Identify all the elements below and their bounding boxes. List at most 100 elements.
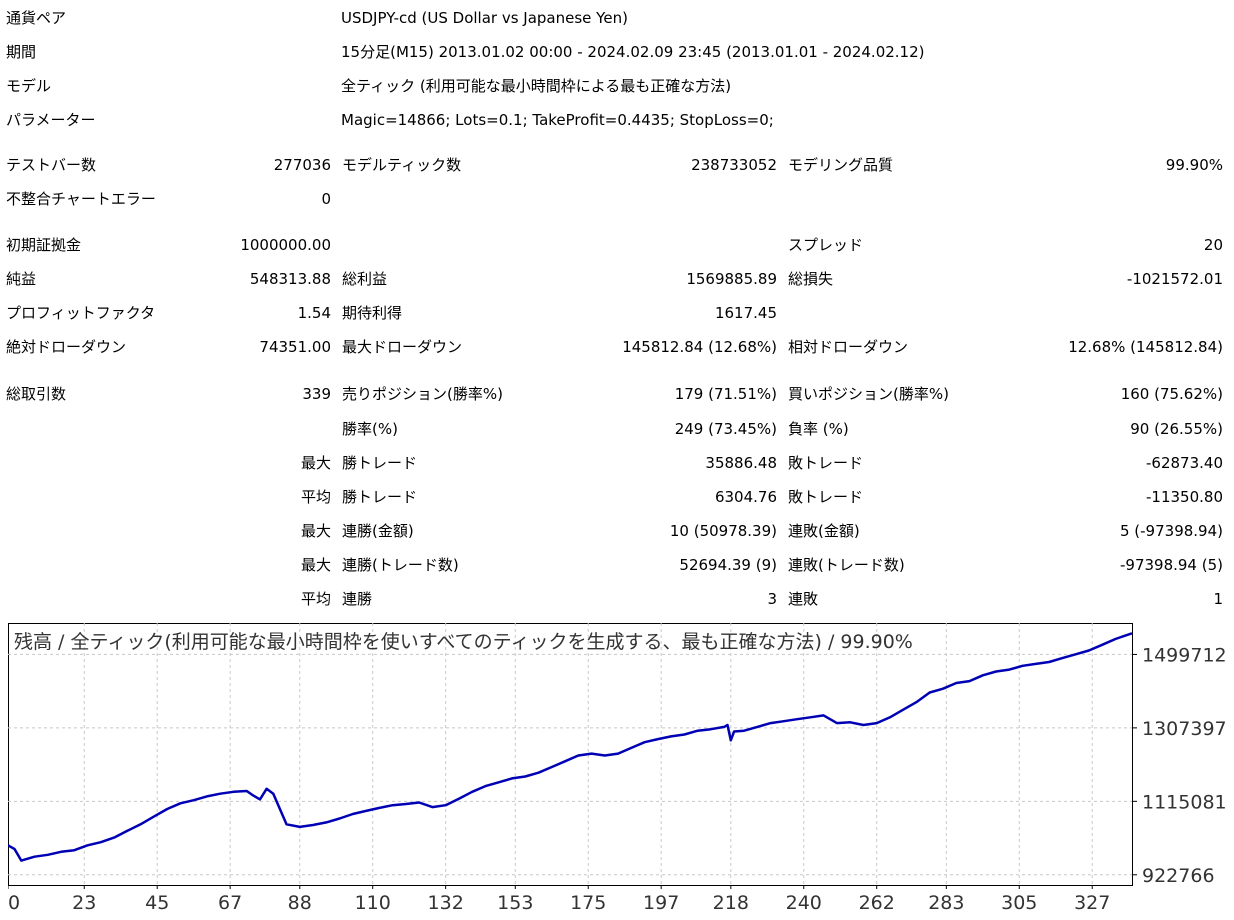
stat-label: 絶対ドローダウン: [6, 338, 127, 356]
balance-line: [7, 632, 1133, 862]
stat-label-3: 敗トレード: [788, 454, 864, 472]
stat-value-2: 35886.48: [705, 454, 777, 472]
balance-chart: 残高 / 全ティック(利用可能な最小時間枠を使いすべてのティックを生成する、最も…: [7, 623, 1234, 916]
stat-label-3: 連敗(金額): [788, 522, 860, 540]
stat-value-2: 249 (73.45%): [674, 420, 777, 438]
backtest-report: 通貨ペア USDJPY-cd (US Dollar vs Japanese Yen…: [6, 9, 1223, 608]
x-tick-label: 0: [8, 892, 20, 914]
plot-area: [8, 623, 1133, 886]
stat-label-2: 勝率(%): [342, 420, 398, 438]
y-tick-label: 922766: [1142, 865, 1215, 887]
x-tick-label: 23: [72, 892, 96, 914]
stat-label: プロフィットファクタ: [6, 304, 156, 322]
stat-value-2: 10 (50978.39): [669, 522, 777, 540]
stat-value: 最大: [300, 556, 331, 574]
info-label: パラメーター: [6, 111, 96, 129]
x-tick-label: 175: [570, 892, 606, 914]
stat-label: 不整合チャートエラー: [6, 190, 156, 208]
stat-label: 総取引数: [6, 385, 67, 403]
stat-value: 最大: [300, 454, 331, 472]
x-tick-label: 67: [218, 892, 242, 914]
balance-chart-svg: 残高 / 全ティック(利用可能な最小時間枠を使いすべてのティックを生成する、最も…: [7, 623, 1227, 914]
stat-value-2: 1569885.89: [686, 270, 777, 288]
stat-value-3: 5 (-97398.94): [1119, 522, 1223, 540]
stat-value-2: 145812.84 (12.68%): [622, 338, 777, 356]
axis-ticks: 0 23 45 67 88 110 132 153 175 197 218 240 262 283 305 3…: [7, 644, 1227, 914]
stat-value: 最大: [300, 522, 331, 540]
x-tick-label: 327: [1074, 892, 1110, 914]
stat-value: 339: [302, 385, 331, 403]
stat-value: 277036: [273, 156, 331, 174]
chart-title: 残高 / 全ティック(利用可能な最小時間枠を使いすべてのティックを生成する、最も…: [14, 631, 913, 653]
info-label: 通貨ペア: [6, 9, 67, 27]
stat-value-3: 20: [1203, 236, 1223, 254]
stat-label: 純益: [6, 270, 37, 288]
x-tick-label: 262: [859, 892, 895, 914]
stat-value-3: -1021572.01: [1126, 270, 1223, 288]
info-value: Magic=14866; Lots=0.1; TakeProfit=0.4435…: [341, 111, 774, 129]
stat-value-3: 160 (75.62%): [1120, 385, 1223, 403]
stat-label-3: 買いポジション(勝率%): [788, 385, 949, 403]
info-label: モデル: [6, 77, 52, 95]
x-tick-label: 283: [928, 892, 964, 914]
stat-label-2: 勝トレード: [342, 454, 418, 472]
x-tick-label: 88: [288, 892, 312, 914]
grid-lines: [8, 623, 1132, 885]
stat-value-3: 1: [1213, 590, 1223, 608]
y-tick-label: 1307397: [1142, 718, 1227, 740]
stat-value: 平均: [300, 488, 331, 506]
info-label: 期間: [6, 43, 37, 61]
stat-value: 1.54: [297, 304, 331, 322]
stat-value: 0: [321, 190, 331, 208]
stat-value-2: 238733052: [691, 156, 777, 174]
x-tick-label: 305: [1001, 892, 1037, 914]
stat-label-2: 売りポジション(勝率%): [342, 385, 503, 403]
x-tick-label: 153: [497, 892, 533, 914]
stat-value-2: 3: [767, 590, 777, 608]
info-value: USDJPY-cd (US Dollar vs Japanese Yen): [341, 9, 628, 27]
stat-value-3: -62873.40: [1146, 454, 1223, 472]
stat-value-2: 52694.39 (9): [679, 556, 777, 574]
series-layer: [7, 632, 1133, 862]
stat-label-3: 連敗: [788, 590, 819, 608]
stat-label-3: 負率 (%): [788, 420, 849, 438]
x-tick-label: 218: [713, 892, 749, 914]
stat-label-2: 勝トレード: [342, 488, 418, 506]
x-tick-label: 197: [643, 892, 679, 914]
x-tick-label: 45: [145, 892, 169, 914]
stat-label-3: 相対ドローダウン: [788, 338, 909, 356]
stat-label-2: 連勝(トレード数): [342, 556, 459, 574]
x-tick-label: 110: [355, 892, 391, 914]
stat-label: 初期証拠金: [6, 236, 82, 254]
stat-value-3: -11350.80: [1146, 488, 1223, 506]
info-value: 全ティック (利用可能な最小時間枠による最も正確な方法): [341, 77, 732, 95]
stat-value-2: 1617.45: [714, 304, 777, 322]
x-tick-label: 132: [428, 892, 464, 914]
stat-label: テストバー数: [6, 156, 97, 174]
y-tick-label: 1115081: [1142, 791, 1227, 813]
stat-label-3: モデリング品質: [788, 156, 894, 174]
stat-value: 1000000.00: [240, 236, 331, 254]
stat-value: 548313.88: [249, 270, 331, 288]
stat-label-2: 最大ドローダウン: [342, 338, 463, 356]
stat-label-3: 敗トレード: [788, 488, 864, 506]
stat-label-2: 期待利得: [342, 304, 403, 322]
stat-label-3: スプレッド: [788, 236, 864, 254]
stat-value-2: 179 (71.51%): [674, 385, 777, 403]
stat-value-3: 90 (26.55%): [1130, 420, 1223, 438]
stat-value-3: 99.90%: [1165, 156, 1223, 174]
stat-label-3: 連敗(トレード数): [788, 556, 905, 574]
stat-value-2: 6304.76: [714, 488, 777, 506]
stat-label-2: 連勝(金額): [342, 522, 414, 540]
stat-value: 74351.00: [259, 338, 331, 356]
stat-label-2: 総利益: [342, 270, 388, 288]
stat-value-3: -97398.94 (5): [1119, 556, 1223, 574]
stat-label-2: 連勝: [342, 590, 373, 608]
info-value: 15分足(M15) 2013.01.02 00:00 - 2024.02.09 …: [341, 43, 925, 61]
stat-label-3: 総損失: [788, 270, 834, 288]
stat-value-3: 12.68% (145812.84): [1068, 338, 1223, 356]
y-tick-label: 1499712: [1142, 644, 1227, 666]
x-tick-label: 240: [786, 892, 822, 914]
stat-value: 平均: [300, 590, 331, 608]
stat-label-2: モデルティック数: [342, 156, 462, 174]
